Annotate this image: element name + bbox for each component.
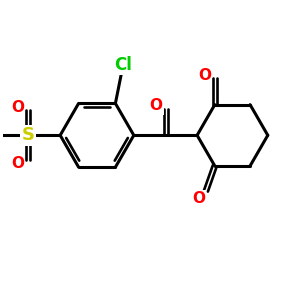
- Text: O: O: [198, 68, 211, 83]
- Text: Cl: Cl: [114, 56, 132, 74]
- Text: O: O: [11, 156, 24, 171]
- Text: O: O: [11, 100, 24, 115]
- Text: O: O: [149, 98, 162, 113]
- Text: O: O: [192, 191, 205, 206]
- Text: S: S: [21, 126, 34, 144]
